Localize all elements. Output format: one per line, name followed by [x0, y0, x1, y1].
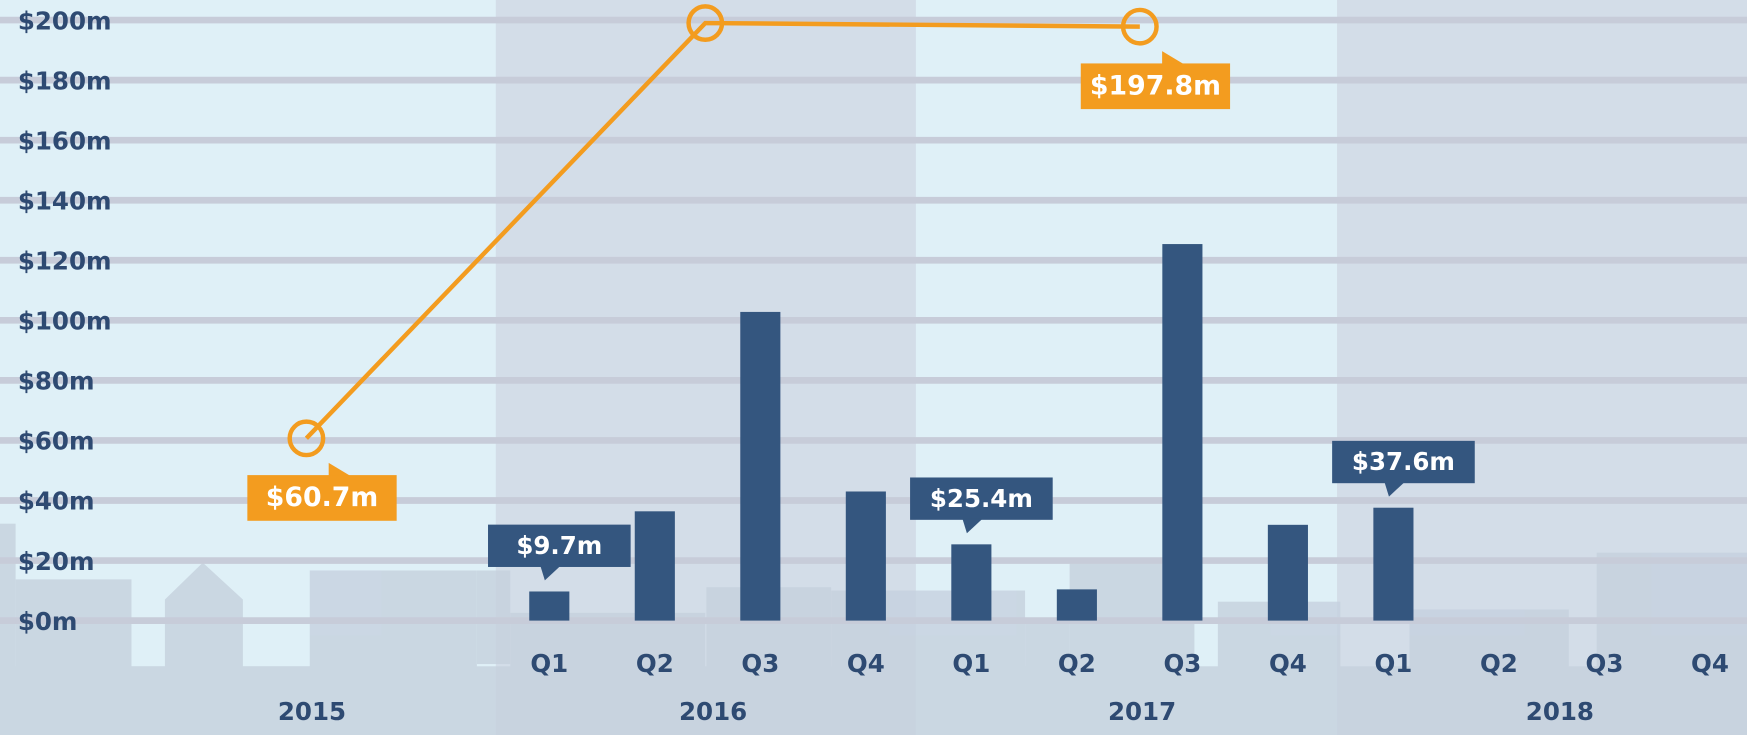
year-label: 2018	[1526, 697, 1594, 726]
callout-box	[910, 477, 1053, 520]
bar-value-label: $37.6m	[1352, 447, 1455, 476]
x-tick-label: Q3	[1163, 649, 1201, 678]
bar	[1267, 524, 1308, 621]
bar	[529, 591, 570, 621]
callout-box	[488, 524, 631, 567]
x-tick-label: Q4	[1691, 649, 1729, 678]
x-tick-label: Q4	[1269, 649, 1307, 678]
callout-pointer	[540, 565, 561, 581]
bar	[634, 511, 675, 621]
callout-pointer	[962, 518, 983, 534]
y-tick-label: $20m	[18, 547, 95, 576]
bar-value-callout: $37.6m	[1332, 440, 1475, 497]
y-tick-label: $140m	[18, 186, 112, 215]
bar	[1373, 507, 1414, 621]
callout-box	[1080, 63, 1231, 110]
x-tick-label: Q1	[952, 649, 990, 678]
line-point	[686, 4, 725, 42]
line	[304, 20, 1140, 440]
y-tick-label: $180m	[18, 66, 112, 95]
callout-box	[247, 475, 397, 521]
callout-pointer	[328, 462, 351, 477]
x-tick-label: Q2	[636, 649, 674, 678]
callout-box	[1332, 440, 1475, 484]
y-tick-label: $60m	[18, 427, 95, 456]
line-value-callout: $197.8m	[1080, 51, 1231, 110]
x-tick-label: Q1	[1374, 649, 1412, 678]
x-tick-label: Q1	[530, 649, 568, 678]
callout-pointer	[1384, 482, 1405, 497]
bar	[845, 491, 886, 621]
y-tick-label: $160m	[18, 126, 112, 155]
y-tick-label: $80m	[18, 367, 95, 396]
y-tick-label: $200m	[18, 6, 112, 35]
line-point	[1120, 7, 1159, 46]
y-tick-label: $40m	[18, 487, 95, 516]
x-tick-label: Q2	[1058, 649, 1096, 678]
bar	[1162, 244, 1203, 621]
line-value-callout: $60.7m	[247, 462, 397, 521]
bar	[951, 544, 992, 621]
bar	[1056, 589, 1097, 621]
x-tick-label: Q4	[847, 649, 885, 678]
y-tick-label: $120m	[18, 247, 112, 276]
line-value-label: $60.7m	[266, 482, 378, 513]
y-tick-label: $0m	[18, 607, 78, 636]
year-label: 2016	[679, 697, 747, 726]
line-value-label: $197.8m	[1090, 70, 1221, 101]
y-tick-label: $100m	[18, 307, 112, 336]
bar-value-label: $9.7m	[516, 531, 602, 560]
x-tick-label: Q3	[741, 649, 779, 678]
year-label: 2017	[1108, 697, 1176, 726]
x-tick-label: Q3	[1586, 649, 1624, 678]
bar-value-label: $25.4m	[930, 484, 1033, 513]
bar	[740, 311, 781, 621]
line-point	[287, 419, 326, 458]
year-label: 2015	[278, 697, 346, 726]
bar-value-callout: $25.4m	[910, 477, 1053, 534]
x-tick-label: Q2	[1480, 649, 1518, 678]
bar-value-callout: $9.7m	[488, 524, 631, 581]
